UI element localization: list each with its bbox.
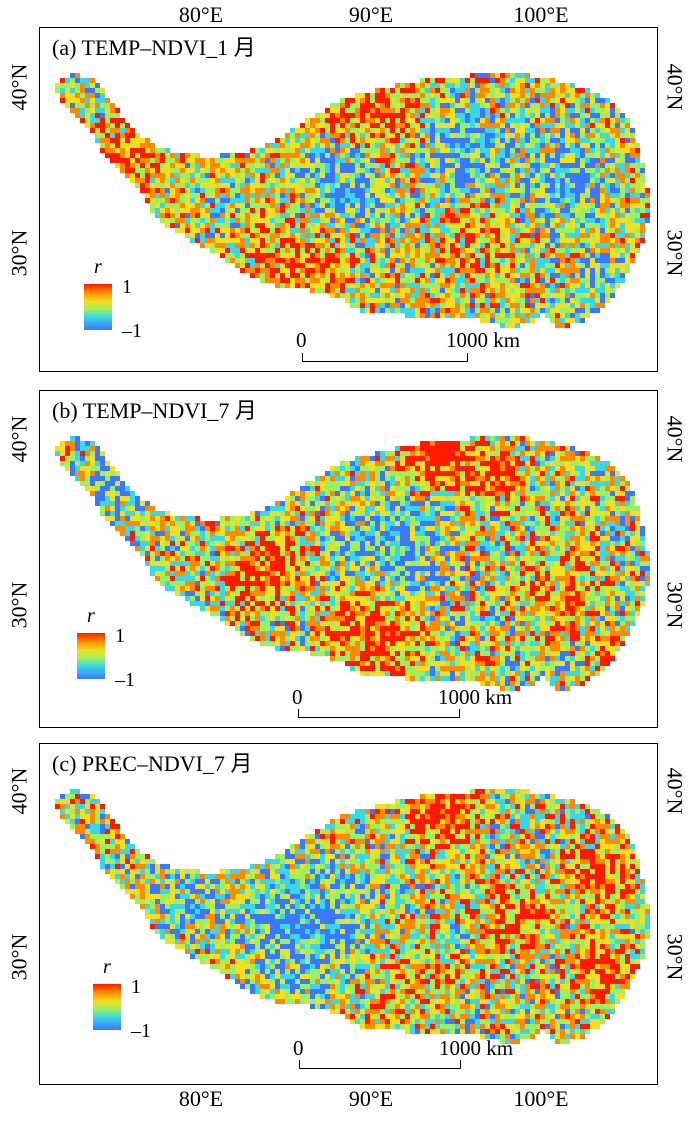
top-longitude-90: 90°E bbox=[348, 2, 394, 27]
lat-30-left-b: 30°N bbox=[6, 581, 32, 629]
map-raster-b bbox=[55, 436, 650, 691]
legend-symbol: r bbox=[103, 956, 111, 978]
legend-min-label: –1 bbox=[122, 320, 142, 342]
bottom-longitude-80: 80°E bbox=[178, 1086, 224, 1111]
scale-end-label: 1000 km bbox=[439, 1036, 514, 1060]
scale-bar-line bbox=[302, 353, 468, 362]
lat-30-left-a: 30°N bbox=[6, 229, 32, 277]
legend-symbol: r bbox=[94, 256, 102, 278]
plateau-raster bbox=[55, 789, 650, 1044]
lat-30-right-b: 30°N bbox=[662, 581, 688, 629]
scale-end-label: 1000 km bbox=[446, 328, 521, 352]
lat-40-left-b: 40°N bbox=[6, 415, 32, 463]
lat-40-right-a: 40°N bbox=[662, 63, 688, 111]
lat-40-right-b: 40°N bbox=[662, 415, 688, 463]
bottom-longitude-90: 90°E bbox=[348, 1086, 394, 1111]
lat-30-right-c: 30°N bbox=[662, 933, 688, 981]
legend-max-label: 1 bbox=[115, 625, 125, 647]
top-longitude-80: 80°E bbox=[178, 2, 224, 27]
panel-a: (a) TEMP–NDVI_1 月 r 1 –1 0 1000 km bbox=[39, 27, 658, 372]
map-raster-c bbox=[55, 789, 650, 1044]
lat-40-left-c: 40°N bbox=[6, 767, 32, 815]
legend-min-label: –1 bbox=[131, 1020, 151, 1042]
scale-zero-label: 0 bbox=[292, 685, 303, 709]
lat-40-left-a: 40°N bbox=[6, 63, 32, 111]
panel-title-c: (c) PREC–NDVI_7 月 bbox=[52, 751, 253, 776]
legend-max-label: 1 bbox=[131, 976, 141, 998]
map-raster-a bbox=[55, 73, 650, 328]
panel-c: (c) PREC–NDVI_7 月 r 1 –1 0 1000 km bbox=[39, 743, 658, 1085]
lat-30-left-c: 30°N bbox=[6, 933, 32, 981]
scale-bar-line bbox=[298, 709, 460, 718]
plateau-raster bbox=[55, 73, 650, 328]
bottom-longitude-100: 100°E bbox=[513, 1086, 569, 1111]
lat-40-right-c: 40°N bbox=[662, 767, 688, 815]
scale-end-label: 1000 km bbox=[438, 685, 513, 709]
scale-zero-label: 0 bbox=[296, 328, 307, 352]
panel-title-a: (a) TEMP–NDVI_1 月 bbox=[52, 35, 256, 60]
plateau-raster bbox=[55, 436, 650, 691]
scale-bar-line bbox=[299, 1060, 461, 1069]
scale-zero-label: 0 bbox=[293, 1036, 304, 1060]
legend-max-label: 1 bbox=[122, 276, 132, 298]
legend-symbol: r bbox=[87, 605, 95, 627]
colorbar-gradient bbox=[77, 633, 105, 679]
top-longitude-100: 100°E bbox=[513, 2, 569, 27]
colorbar-gradient bbox=[93, 984, 121, 1030]
colorbar-gradient bbox=[84, 284, 112, 330]
panel-b: (b) TEMP–NDVI_7 月 r 1 –1 0 1000 km bbox=[39, 390, 658, 728]
lat-30-right-a: 30°N bbox=[662, 229, 688, 277]
legend-min-label: –1 bbox=[115, 669, 135, 691]
panel-title-b: (b) TEMP–NDVI_7 月 bbox=[52, 398, 257, 423]
